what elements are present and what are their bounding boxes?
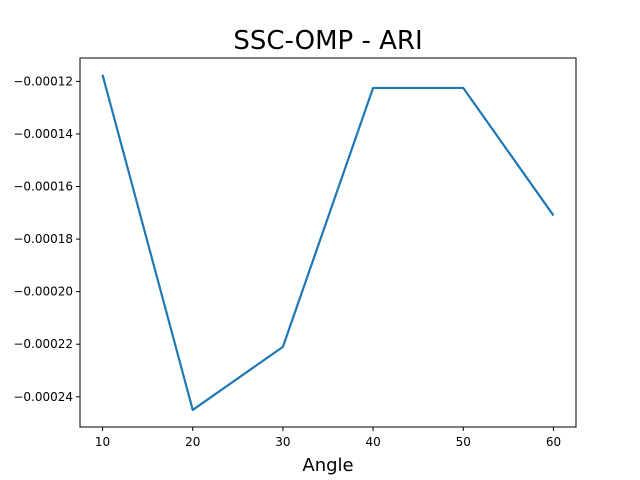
x-tick-label-40: 40	[365, 435, 380, 449]
axes-frame	[79, 57, 577, 428]
y-tick-label-3: −0.00018	[13, 232, 73, 246]
y-tick-label-6: −0.00024	[13, 390, 73, 404]
x-tick-label-50: 50	[456, 435, 471, 449]
x-tick-label-10: 10	[95, 435, 110, 449]
chart-title: SSC-OMP - ARI	[233, 26, 422, 56]
x-tick-label-30: 30	[275, 435, 290, 449]
x-axis-label: Angle	[302, 455, 353, 476]
plot-area: 10 20 30 40 50 60 −0.00012 −0.00014 −0.00016 −0.0…	[13, 57, 577, 449]
y-tick-label-5: −0.00022	[13, 337, 73, 351]
y-tick-label-0: −0.00012	[13, 74, 73, 88]
series-line-0	[101, 74, 555, 412]
x-tick-label-20: 20	[185, 435, 200, 449]
x-tick-label-60: 60	[546, 435, 561, 449]
y-tick-label-2: −0.00016	[13, 180, 73, 194]
y-tick-label-1: −0.00014	[13, 127, 73, 141]
y-tick-label-4: −0.00020	[13, 285, 73, 299]
